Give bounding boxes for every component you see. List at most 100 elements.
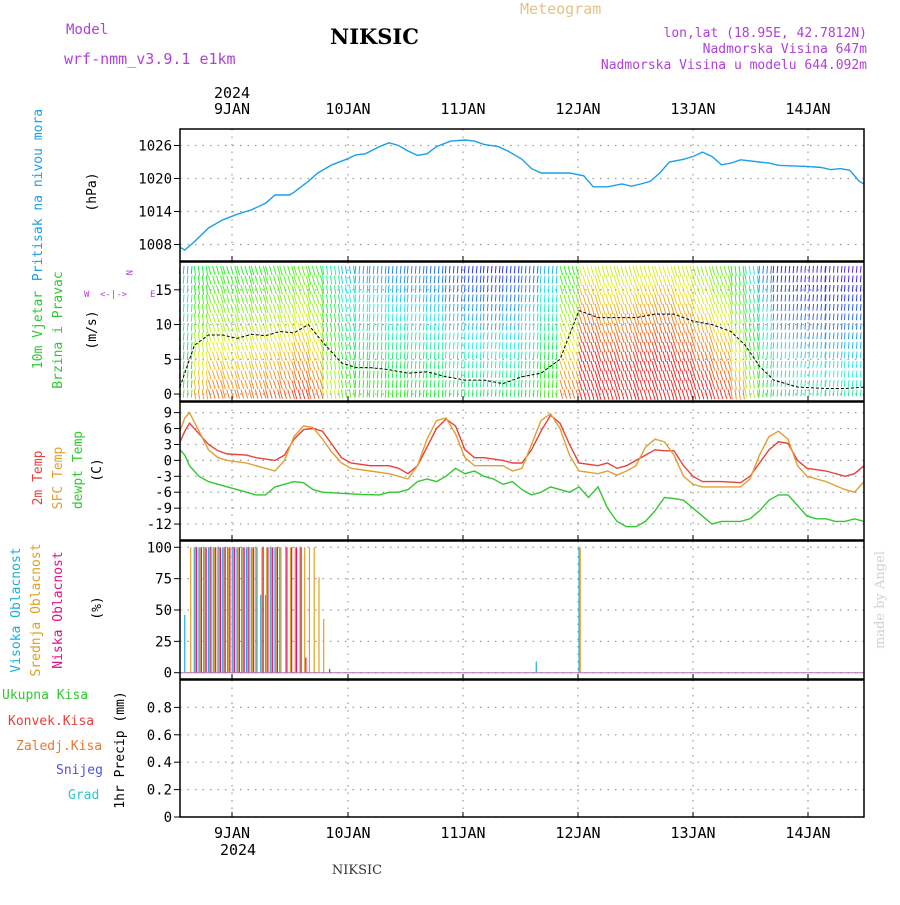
wind-barb <box>528 351 531 360</box>
wind-barb <box>704 313 709 324</box>
wind-barb <box>812 265 814 273</box>
wind-barb <box>776 370 779 378</box>
wind-barb <box>330 265 333 276</box>
wind-barb <box>658 313 663 324</box>
wind-barb <box>254 389 259 399</box>
wind-barb <box>349 351 352 360</box>
wind-barb <box>628 294 633 305</box>
wind-barb <box>437 284 440 293</box>
wind-barb <box>226 265 230 276</box>
wind-barb <box>291 294 295 304</box>
wind-barb <box>651 313 656 324</box>
wind-barb <box>543 351 546 360</box>
wind-barb <box>315 303 320 314</box>
wind-barb <box>437 275 440 284</box>
wind-barb <box>226 332 230 342</box>
wind-barb <box>452 332 455 340</box>
wind-barb <box>452 303 455 312</box>
wind-barb <box>571 351 576 361</box>
wind-barb <box>345 265 348 275</box>
wind-barb <box>208 360 212 371</box>
wind-barb <box>186 341 189 351</box>
wind-barb <box>208 389 212 399</box>
wind-barb <box>578 284 583 296</box>
wind-barb <box>366 265 369 275</box>
wind-barb <box>601 351 606 362</box>
wind-barb <box>244 303 249 314</box>
wind-barb <box>559 370 564 380</box>
wind-barb <box>425 275 428 284</box>
wind-barb <box>287 275 291 285</box>
wind-barb <box>311 275 316 285</box>
wind-barb <box>727 341 732 352</box>
wind-barb <box>532 351 535 360</box>
wind-barb <box>475 294 478 302</box>
wind-barb <box>571 379 576 390</box>
wind-barb <box>590 370 595 381</box>
wind-barb <box>567 360 572 371</box>
wind-barb <box>613 332 618 343</box>
wind-barb <box>658 351 663 362</box>
wind-barb <box>582 341 587 353</box>
wind-barb <box>490 341 493 350</box>
wind-barb <box>551 370 554 379</box>
wind-barb <box>362 389 365 398</box>
wind-barb <box>410 351 413 360</box>
wind-barb <box>788 360 791 369</box>
y-tick-label: 0 <box>164 810 172 826</box>
wind-barb <box>433 284 436 293</box>
wind-barb <box>208 370 212 380</box>
wind-barb <box>616 341 621 353</box>
wind-barb <box>847 294 850 302</box>
wind-barb <box>792 275 795 283</box>
wind-barb <box>471 360 474 369</box>
wind-barb <box>186 265 189 275</box>
wind-barb <box>792 322 795 331</box>
wind-barb <box>380 322 383 332</box>
wind-barb <box>597 294 602 305</box>
wind-barb <box>613 360 618 372</box>
y-tick-label: 25 <box>155 634 172 650</box>
wind-barb <box>353 360 356 370</box>
wind-barb <box>524 370 527 379</box>
wind-barb <box>366 351 369 360</box>
wind-barb <box>571 294 576 304</box>
wind-barb <box>800 275 802 283</box>
wind-barb <box>399 332 402 341</box>
wind-barb <box>766 389 768 398</box>
wind-barb <box>723 389 728 400</box>
wind-barb <box>620 341 625 353</box>
wind-barb <box>240 265 245 276</box>
wind-barb <box>197 351 201 362</box>
wind-barb <box>524 303 527 312</box>
wind-barb <box>738 313 741 324</box>
wind-barb <box>624 265 629 277</box>
wind-barb <box>353 275 356 284</box>
wind-barb <box>265 303 269 314</box>
wind-barb <box>509 294 512 302</box>
wind-barb <box>727 360 732 371</box>
wind-barb <box>372 265 375 275</box>
wind-barb <box>433 332 436 341</box>
wind-barb <box>578 370 583 381</box>
wind-barb <box>338 275 341 285</box>
wind-barb <box>319 294 324 304</box>
wind-barb <box>291 322 295 333</box>
wind-barb <box>236 370 241 380</box>
wind-barb <box>563 360 568 371</box>
wind-barb <box>216 275 220 285</box>
wind-barb <box>452 360 455 369</box>
wind-barb <box>616 332 621 343</box>
wind-barb <box>425 303 428 312</box>
wind-barb <box>368 313 371 322</box>
wind-barb <box>828 284 831 292</box>
wind-barb <box>406 303 409 312</box>
wind-barb <box>776 332 779 340</box>
wind-barb <box>399 322 402 331</box>
wind-barb <box>555 341 558 351</box>
wind-barb <box>501 332 504 340</box>
wind-barb <box>643 360 648 372</box>
wind-barb <box>391 313 394 322</box>
wind-barb <box>828 303 831 311</box>
wind-barb <box>486 370 489 378</box>
